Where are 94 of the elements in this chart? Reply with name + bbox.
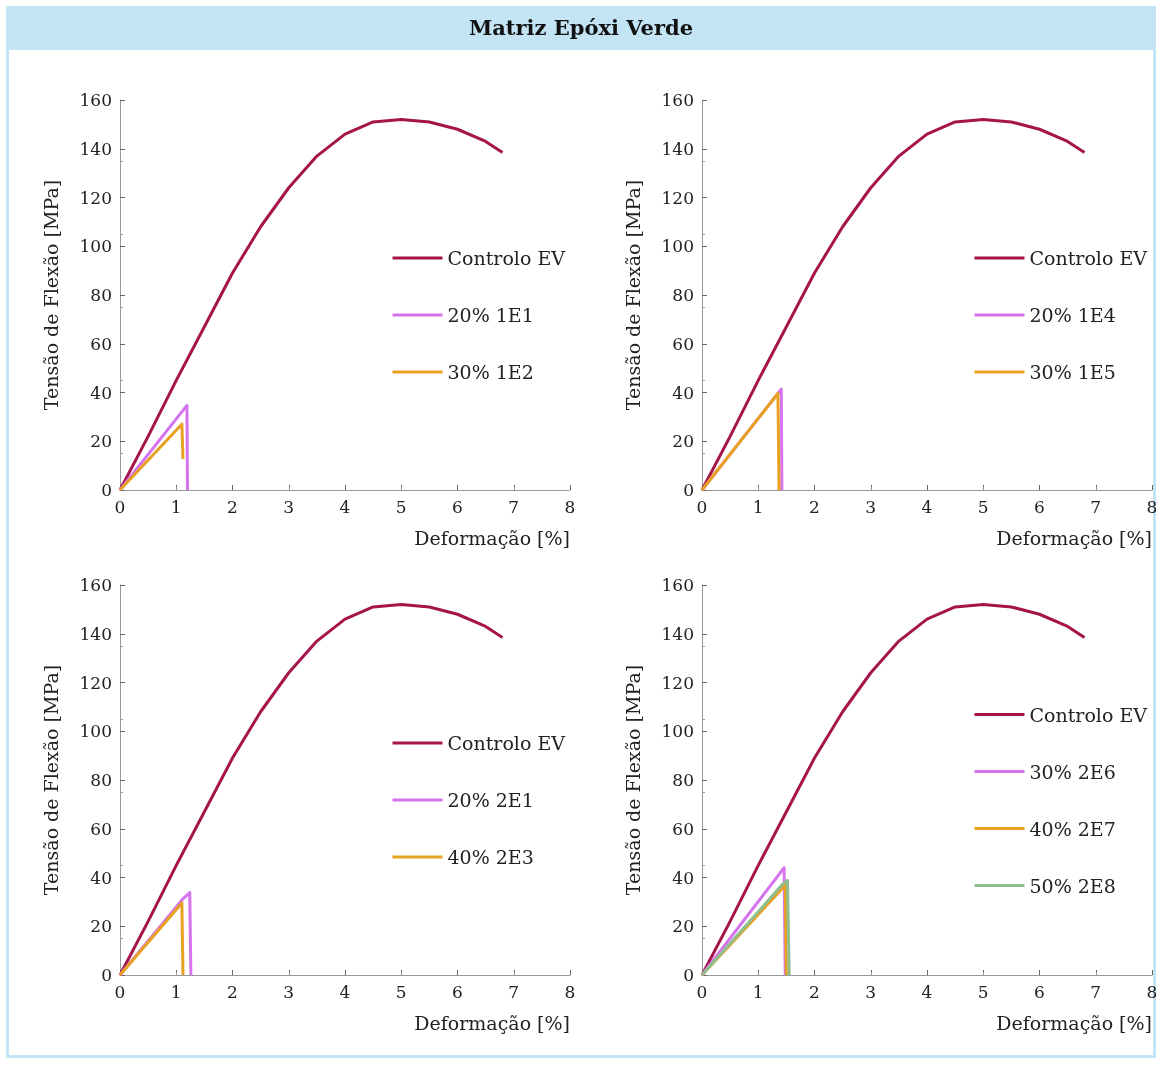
x-axis-title: Deformação [%] xyxy=(996,526,1152,549)
x-tick-label: 6 xyxy=(452,981,463,1002)
y-tick-label: 60 xyxy=(90,333,112,354)
y-tick-label: 100 xyxy=(79,721,112,742)
x-tick-label: 2 xyxy=(809,496,820,517)
y-tick-label: 100 xyxy=(661,721,694,742)
legend-label: Controlo EV xyxy=(447,247,566,269)
y-tick-label: 20 xyxy=(90,431,112,452)
y-tick-label: 80 xyxy=(672,285,694,305)
x-tick-label: 4 xyxy=(339,496,351,517)
x-tick-label: 3 xyxy=(865,496,877,517)
y-tick-label: 140 xyxy=(79,623,112,644)
x-tick-label: 7 xyxy=(1090,981,1102,1002)
x-tick-label: 3 xyxy=(865,981,877,1002)
x-tick-label: 2 xyxy=(227,981,238,1002)
y-tick-label: 140 xyxy=(661,138,694,159)
y-tick-label: 100 xyxy=(79,236,112,257)
y-tick-label: 40 xyxy=(672,382,694,403)
y-tick-label: 60 xyxy=(672,333,694,354)
y-tick-label: 120 xyxy=(79,187,112,208)
x-tick-label: 4 xyxy=(339,981,351,1002)
legend-label: 30% 1E5 xyxy=(1029,361,1116,383)
x-tick-label: 8 xyxy=(1146,981,1158,1002)
y-tick-label: 160 xyxy=(79,90,112,110)
y-axis-title: Tensão de Flexão [MPa] xyxy=(39,664,62,896)
x-tick-label: 8 xyxy=(1146,496,1158,517)
legend-label: 40% 2E3 xyxy=(447,846,534,868)
y-tick-label: 120 xyxy=(661,672,694,693)
x-tick-label: 8 xyxy=(564,496,576,517)
y-tick-label: 120 xyxy=(79,672,112,693)
legend-label: 20% 1E4 xyxy=(1029,304,1116,326)
y-tick-label: 120 xyxy=(661,187,694,208)
x-tick-label: 6 xyxy=(1034,981,1045,1002)
y-tick-label: 60 xyxy=(672,818,694,839)
x-tick-label: 1 xyxy=(170,981,182,1002)
legend-label: 20% 1E1 xyxy=(447,304,534,326)
y-tick-label: 0 xyxy=(683,480,694,500)
y-tick-label: 0 xyxy=(683,965,694,985)
x-tick-label: 7 xyxy=(508,981,520,1002)
y-tick-label: 80 xyxy=(90,770,112,790)
y-axis-title: Tensão de Flexão [MPa] xyxy=(621,179,644,411)
y-axis-title: Tensão de Flexão [MPa] xyxy=(39,179,62,411)
x-tick-label: 0 xyxy=(696,496,708,517)
y-tick-label: 140 xyxy=(79,138,112,159)
legend-label: 20% 2E1 xyxy=(447,789,534,811)
x-tick-label: 2 xyxy=(227,496,238,517)
x-tick-label: 8 xyxy=(564,981,576,1002)
x-tick-label: 7 xyxy=(508,496,520,517)
x-axis-title: Deformação [%] xyxy=(414,526,570,549)
x-tick-label: 5 xyxy=(395,496,407,517)
legend-label: 40% 2E7 xyxy=(1029,817,1116,840)
x-axis-title: Deformação [%] xyxy=(996,1011,1152,1034)
x-tick-label: 2 xyxy=(809,981,820,1002)
x-tick-label: 3 xyxy=(283,981,295,1002)
y-tick-label: 160 xyxy=(661,90,694,110)
y-tick-label: 20 xyxy=(672,431,694,452)
x-tick-label: 0 xyxy=(114,496,126,517)
x-tick-label: 4 xyxy=(921,496,933,517)
y-tick-label: 140 xyxy=(661,623,694,644)
y-tick-label: 20 xyxy=(90,916,112,937)
x-tick-label: 6 xyxy=(452,496,463,517)
x-tick-label: 0 xyxy=(696,981,708,1002)
legend-label: 30% 2E6 xyxy=(1029,760,1116,783)
chart-title: Matriz Epóxi Verde xyxy=(6,6,1156,50)
x-tick-label: 5 xyxy=(977,496,989,517)
x-tick-label: 1 xyxy=(170,496,182,517)
y-tick-label: 100 xyxy=(661,236,694,257)
y-tick-label: 60 xyxy=(90,818,112,839)
y-tick-label: 0 xyxy=(101,965,112,985)
y-tick-label: 160 xyxy=(79,575,112,595)
x-tick-label: 6 xyxy=(1034,496,1045,517)
legend-label: 50% 2E8 xyxy=(1029,874,1116,897)
y-tick-label: 80 xyxy=(90,285,112,305)
x-tick-label: 4 xyxy=(921,981,933,1002)
y-tick-label: 40 xyxy=(672,867,694,888)
x-tick-label: 5 xyxy=(977,981,989,1002)
legend-label: Controlo EV xyxy=(1029,703,1148,726)
y-tick-label: 80 xyxy=(672,770,694,790)
legend-label: 30% 1E2 xyxy=(447,361,534,383)
y-tick-label: 40 xyxy=(90,867,112,888)
y-tick-label: 20 xyxy=(672,916,694,937)
legend-label: Controlo EV xyxy=(447,732,566,754)
x-tick-label: 1 xyxy=(752,981,764,1002)
x-tick-label: 1 xyxy=(752,496,764,517)
y-tick-label: 160 xyxy=(661,575,694,595)
x-tick-label: 5 xyxy=(395,981,407,1002)
y-tick-label: 0 xyxy=(101,480,112,500)
y-tick-label: 40 xyxy=(90,382,112,403)
x-axis-title: Deformação [%] xyxy=(414,1011,570,1034)
x-tick-label: 7 xyxy=(1090,496,1102,517)
x-tick-label: 3 xyxy=(283,496,295,517)
legend-label: Controlo EV xyxy=(1029,247,1148,269)
x-tick-label: 0 xyxy=(114,981,126,1002)
y-axis-title: Tensão de Flexão [MPa] xyxy=(621,664,644,896)
